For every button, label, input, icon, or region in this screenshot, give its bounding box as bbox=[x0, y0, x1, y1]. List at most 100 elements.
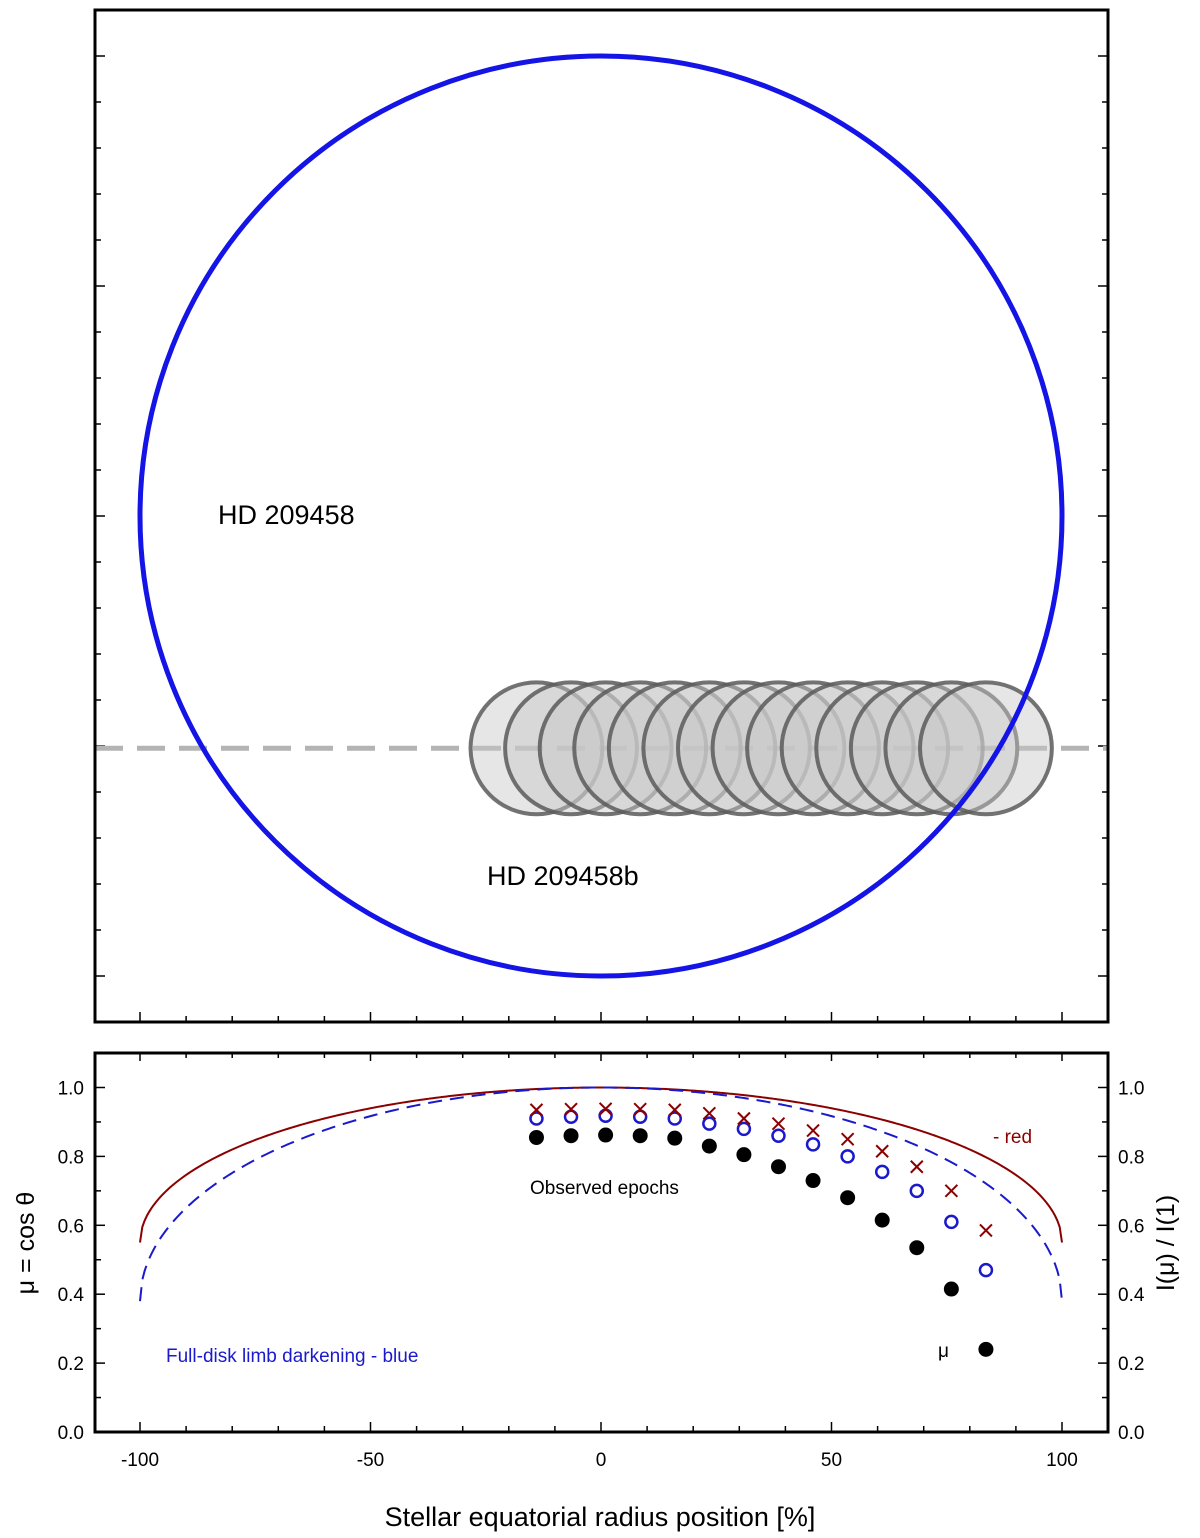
blue-intensity-point bbox=[874, 1164, 890, 1180]
x-tick-label: 0 bbox=[596, 1450, 607, 1471]
planet-disk bbox=[745, 680, 881, 817]
planet-disk bbox=[918, 680, 1054, 817]
y-tick-label-right: 1.0 bbox=[1118, 1079, 1144, 1100]
annotation-red: - red bbox=[993, 1127, 1032, 1148]
star-disk-outline bbox=[137, 53, 1065, 979]
cross-stroke bbox=[598, 1102, 613, 1116]
planet-disk bbox=[814, 680, 951, 817]
blue-intensity-point bbox=[598, 1108, 613, 1123]
planet-disk bbox=[572, 680, 709, 817]
y-tick-label-left: 0.2 bbox=[58, 1354, 84, 1375]
red-intensity-point bbox=[529, 1103, 544, 1117]
mu-point bbox=[909, 1240, 925, 1256]
x-tick-label: 100 bbox=[1046, 1450, 1078, 1471]
red-intensity-point bbox=[944, 1184, 959, 1198]
planet-disk bbox=[848, 680, 985, 817]
cross-stroke bbox=[633, 1102, 647, 1116]
cross-stroke bbox=[875, 1144, 889, 1158]
cross-stroke bbox=[840, 1132, 855, 1146]
blue-intensity-point bbox=[529, 1111, 544, 1126]
blue-intensity-point bbox=[944, 1214, 959, 1230]
mu-point bbox=[770, 1159, 786, 1175]
bottom-panel-frame bbox=[93, 1051, 1110, 1434]
blue-intensity-point bbox=[805, 1137, 821, 1152]
red-intensity-point bbox=[806, 1123, 820, 1138]
mu-point bbox=[632, 1128, 648, 1144]
cross-stroke bbox=[702, 1106, 717, 1121]
blue-intensity-point bbox=[667, 1111, 683, 1126]
mu-point bbox=[736, 1147, 752, 1163]
y-tick-label-right: 0.0 bbox=[1118, 1423, 1144, 1444]
y-axis-label-right: I(μ) / I(1) bbox=[1152, 1195, 1180, 1291]
mu-point bbox=[943, 1281, 959, 1297]
planet-disk bbox=[641, 680, 778, 817]
annotation-observed-epochs: Observed epochs bbox=[530, 1178, 679, 1199]
planet-disk bbox=[468, 680, 605, 817]
planet-disk bbox=[537, 680, 674, 817]
planet-disk bbox=[503, 680, 639, 817]
top-panel-frame bbox=[93, 8, 1110, 1024]
limb-darkening-curve-blue bbox=[139, 1086, 1063, 1302]
red-intensity-point bbox=[910, 1160, 924, 1174]
red-intensity-point bbox=[633, 1102, 647, 1116]
blue-intensity-point bbox=[771, 1128, 786, 1143]
tick-labels: -100 -50 0 50 100 0.0 0.0 0.2 0.2 0.4 0.4 0.6 0.6 0.8… bbox=[58, 1079, 1145, 1472]
transit-diagram-panel: HD 209458 HD 209458b bbox=[93, 8, 1110, 1024]
red-intensity-point bbox=[702, 1106, 717, 1121]
blue-intensity-point bbox=[840, 1149, 855, 1164]
mu-point bbox=[701, 1138, 717, 1154]
data-points bbox=[528, 1102, 994, 1357]
mu-point bbox=[805, 1173, 821, 1189]
x-tick-label: 50 bbox=[821, 1450, 842, 1471]
x-tick-label: -50 bbox=[357, 1450, 384, 1471]
cross-stroke bbox=[806, 1123, 820, 1138]
planet-positions bbox=[468, 680, 1054, 817]
x-tick-label: -100 bbox=[121, 1450, 159, 1471]
limb-darkening-curve-red bbox=[139, 1086, 1063, 1243]
mu-point bbox=[840, 1190, 856, 1206]
star-label: HD 209458 bbox=[218, 500, 355, 530]
mu-point bbox=[598, 1127, 614, 1143]
y-tick-label-left: 0.8 bbox=[58, 1147, 84, 1168]
cross-stroke bbox=[564, 1102, 578, 1116]
red-intensity-point bbox=[737, 1111, 751, 1126]
y-tick-label-right: 0.8 bbox=[1118, 1147, 1144, 1168]
red-intensity-point bbox=[668, 1103, 682, 1117]
planet-disk bbox=[779, 680, 916, 817]
red-intensity-point bbox=[564, 1102, 578, 1116]
planet-label: HD 209458b bbox=[487, 861, 639, 891]
cross-stroke bbox=[529, 1103, 544, 1117]
mu-point bbox=[528, 1129, 544, 1145]
blue-intensity-point bbox=[632, 1109, 648, 1125]
cross-stroke bbox=[737, 1111, 751, 1126]
mu-point bbox=[978, 1341, 994, 1357]
y-tick-label-left: 0.4 bbox=[58, 1285, 85, 1306]
cross-stroke bbox=[944, 1184, 959, 1198]
mu-point bbox=[667, 1130, 683, 1146]
limb-darkening-panel: -100 -50 0 50 100 0.0 0.0 0.2 0.2 0.4 0.4 0.6 0.6 0.8… bbox=[12, 1051, 1180, 1532]
red-intensity-point bbox=[875, 1144, 889, 1158]
blue-intensity-point bbox=[909, 1183, 925, 1199]
blue-intensity-point bbox=[702, 1116, 717, 1131]
limb-darkening-curves bbox=[139, 1086, 1063, 1302]
y-tick-label-left: 0.6 bbox=[58, 1216, 84, 1237]
mu-point bbox=[563, 1128, 579, 1144]
x-axis-label: Stellar equatorial radius position [%] bbox=[385, 1502, 816, 1532]
red-intensity-point bbox=[771, 1116, 786, 1131]
planet-disk bbox=[606, 680, 743, 817]
y-axis-label-left: μ = cos θ bbox=[12, 1192, 40, 1295]
annotation-mu: μ bbox=[938, 1341, 949, 1362]
y-tick-label-left: 1.0 bbox=[58, 1079, 84, 1100]
planet-disk bbox=[710, 680, 847, 817]
red-intensity-point bbox=[598, 1102, 613, 1116]
y-tick-label-right: 0.4 bbox=[1118, 1285, 1145, 1306]
blue-intensity-point bbox=[978, 1262, 994, 1278]
red-intensity-point bbox=[840, 1132, 855, 1146]
y-tick-label-right: 0.6 bbox=[1118, 1216, 1144, 1237]
planet-disk bbox=[675, 680, 812, 817]
annotation-full-disk-blue: Full-disk limb darkening - blue bbox=[166, 1346, 418, 1367]
cross-stroke bbox=[668, 1103, 682, 1117]
blue-intensity-point bbox=[563, 1109, 579, 1125]
red-intensity-point bbox=[979, 1223, 993, 1238]
